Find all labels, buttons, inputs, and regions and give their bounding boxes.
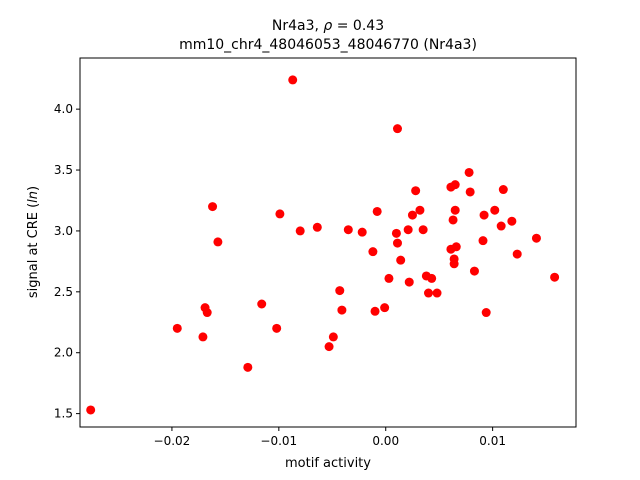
data-point [324, 342, 334, 352]
data-point [384, 273, 394, 283]
data-point [202, 308, 212, 318]
chart-title-line1: Nr4a3, ρ = 0.43 [272, 18, 384, 34]
data-point [490, 205, 500, 215]
data-point [391, 228, 401, 238]
x-axis-label: motif activity [285, 456, 371, 471]
data-point [243, 362, 253, 372]
data-point [465, 187, 475, 197]
data-point [411, 186, 421, 196]
data-point [328, 332, 338, 342]
x-tick-label: −0.02 [154, 434, 191, 448]
x-tick-label: −0.01 [260, 434, 297, 448]
data-point [479, 210, 489, 220]
data-point [213, 237, 223, 247]
data-point [172, 323, 182, 333]
x-tick-label: 0.01 [479, 434, 506, 448]
data-point [550, 272, 560, 282]
data-point [481, 308, 491, 318]
y-tick-label: 2.5 [54, 285, 73, 299]
data-point [418, 225, 428, 235]
y-tick-label: 4.0 [54, 102, 73, 116]
data-point [478, 236, 488, 246]
data-point [372, 206, 382, 216]
data-point [257, 299, 267, 309]
data-point [392, 238, 402, 248]
data-point [208, 202, 218, 212]
data-point [423, 288, 433, 298]
data-point [380, 303, 390, 313]
data-point [403, 225, 413, 235]
data-point [507, 216, 517, 226]
data-point [288, 75, 298, 85]
data-point [357, 227, 367, 237]
data-point [450, 180, 460, 190]
data-point [450, 205, 460, 215]
data-point [448, 215, 458, 225]
y-axis-ticks: 1.5 2.0 2.5 3.0 3.5 4.0 [54, 102, 80, 421]
y-tick-label: 3.0 [54, 224, 73, 238]
y-tick-label: 2.0 [54, 346, 73, 360]
data-points [86, 75, 560, 415]
data-point [464, 167, 474, 177]
x-tick-label: 0.00 [372, 434, 399, 448]
y-axis-label: signal at CRE (ln) [26, 186, 41, 298]
data-point [407, 210, 417, 220]
plot-frame [79, 57, 577, 428]
data-point [427, 273, 437, 283]
data-point [469, 266, 479, 276]
data-point [449, 259, 459, 269]
data-point [498, 185, 508, 195]
data-point [368, 247, 378, 257]
data-point [404, 277, 414, 287]
data-point [512, 249, 522, 259]
data-point [415, 205, 425, 215]
data-point [370, 306, 380, 316]
data-point [451, 242, 461, 252]
data-point [496, 221, 506, 231]
data-point [275, 209, 285, 219]
y-tick-label: 3.5 [54, 163, 73, 177]
data-point [343, 225, 353, 235]
data-point [531, 233, 541, 243]
data-point [86, 405, 96, 415]
data-point [295, 226, 305, 236]
data-point [432, 288, 442, 298]
y-tick-label: 1.5 [54, 407, 73, 421]
data-point [335, 286, 345, 296]
data-point [392, 124, 402, 134]
chart-title-line2: mm10_chr4_48046053_48046770 (Nr4a3) [179, 37, 477, 53]
x-axis-ticks: −0.02 −0.01 0.00 0.01 [154, 427, 506, 448]
data-point [312, 222, 322, 232]
data-point [272, 323, 282, 333]
data-point [198, 332, 208, 342]
data-point [396, 255, 406, 265]
data-point [337, 305, 347, 315]
